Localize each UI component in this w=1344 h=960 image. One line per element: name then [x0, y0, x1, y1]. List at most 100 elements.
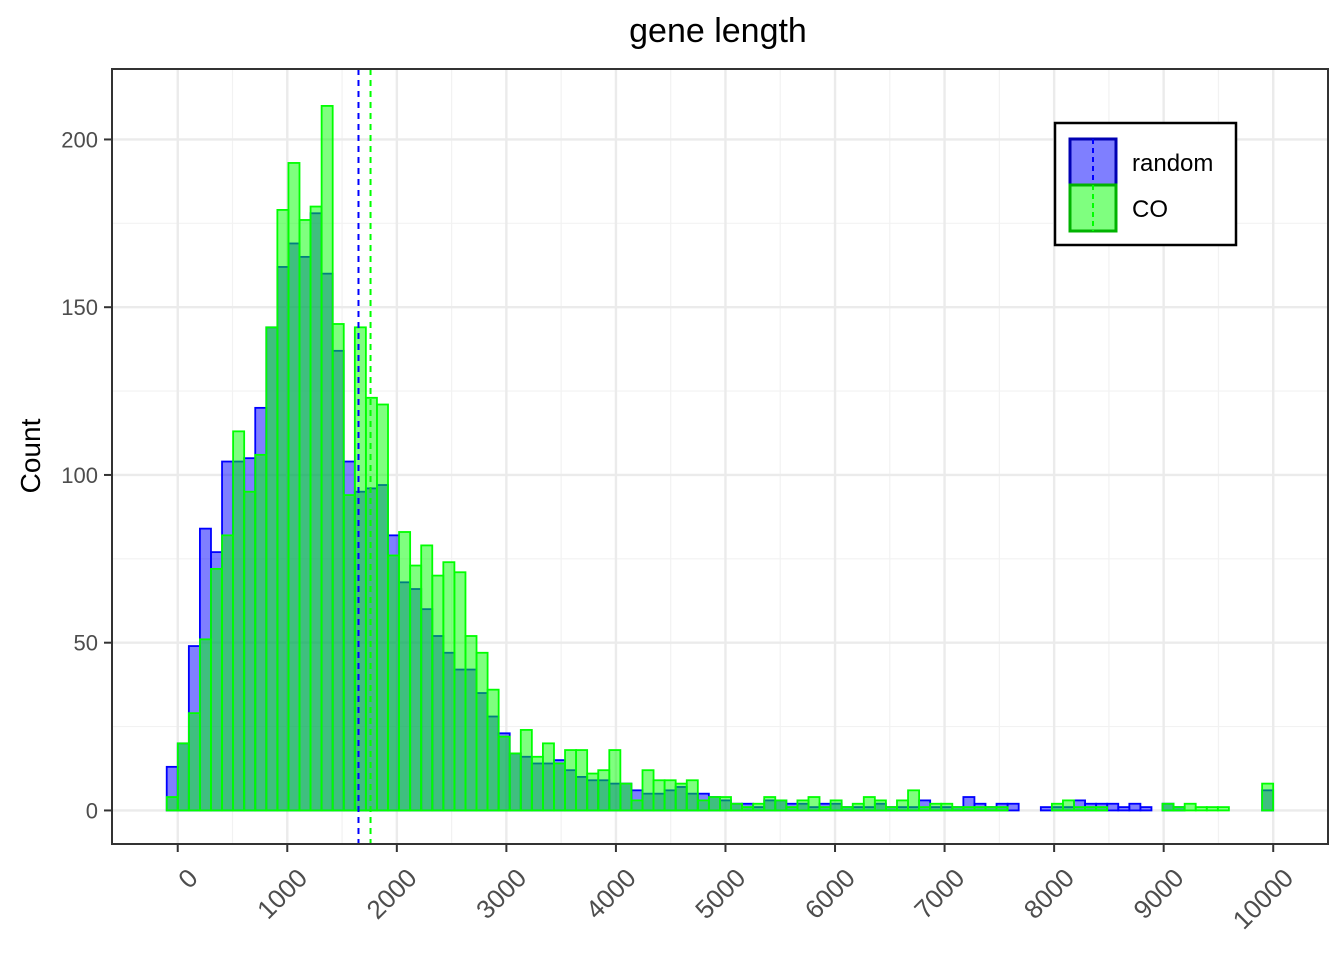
bar-co [221, 534, 235, 812]
bar-co [796, 799, 810, 812]
bar-co [1073, 806, 1086, 812]
bar-co [309, 205, 323, 812]
legend-label-co: CO [1132, 196, 1168, 223]
bar-co [542, 742, 555, 812]
bar-co [907, 789, 921, 812]
bar-co [497, 735, 511, 812]
y-tick-label: 200 [61, 127, 98, 152]
bar-co [929, 802, 943, 812]
bar-random [1117, 806, 1131, 812]
y-tick-label: 150 [61, 295, 98, 320]
bar-co [807, 796, 821, 812]
bar-co [1172, 806, 1186, 812]
bar-co [918, 806, 932, 812]
x-tick-label: 3000 [470, 863, 532, 925]
x-tick-label: 5000 [689, 863, 751, 925]
bar-co [265, 326, 279, 812]
bar-co [1084, 806, 1098, 812]
bar-co [840, 806, 854, 812]
bar-co [741, 806, 755, 812]
bar-co [663, 779, 677, 812]
bar-co [785, 806, 799, 812]
x-tick-label: 1000 [251, 863, 313, 925]
bar-co [298, 219, 312, 812]
x-tick-label: 2000 [361, 863, 423, 925]
bar-random [1106, 802, 1120, 812]
bar-co [187, 712, 201, 812]
y-tick-label: 50 [74, 631, 98, 656]
x-tick-label: 6000 [799, 863, 861, 925]
bar-co [442, 561, 456, 812]
bar-co [409, 564, 423, 812]
bar-co [774, 799, 788, 812]
bar-random [1006, 802, 1020, 812]
bar-co [1183, 802, 1197, 812]
bar-co [995, 806, 1009, 812]
x-tick-label: 7000 [908, 863, 970, 925]
y-tick-label: 0 [86, 798, 98, 823]
bar-co [1062, 799, 1075, 812]
bar-co [641, 769, 655, 812]
bar-co [862, 796, 876, 812]
bar-co [320, 105, 334, 812]
bar-co [376, 403, 389, 812]
bar-co [608, 749, 622, 812]
bar-co [652, 779, 666, 812]
bar-co [597, 769, 611, 812]
x-tick-label: 4000 [580, 863, 642, 925]
bar-co [973, 806, 987, 812]
chart-title: gene length [629, 12, 807, 50]
bar-co [210, 567, 223, 812]
bar-co [851, 802, 865, 812]
bar-co [519, 729, 533, 812]
bar-co [940, 802, 954, 812]
bar-co [508, 752, 522, 812]
bar-co [818, 806, 832, 812]
bar-co [530, 755, 544, 812]
bar-co [752, 802, 766, 812]
x-tick-label: 8000 [1018, 863, 1080, 925]
bar-co [165, 796, 179, 812]
bar-co [829, 799, 843, 812]
bar-co [730, 802, 743, 812]
panel-border [111, 68, 1329, 845]
bar-random [1128, 802, 1142, 812]
bar-co [475, 651, 489, 812]
bar-co [553, 762, 566, 812]
bar-co [1161, 802, 1175, 812]
bar-co [464, 635, 478, 812]
bar-co [1205, 806, 1219, 812]
bar-co [431, 574, 445, 812]
bar-co [353, 326, 367, 812]
bar-co [575, 749, 589, 812]
bar-co [1050, 802, 1064, 812]
bar-co [719, 796, 732, 812]
bar-co [254, 453, 268, 812]
bar-random [1139, 806, 1153, 812]
bar-co [276, 209, 290, 812]
bar-co [896, 799, 909, 812]
y-axis: 0 50 100 150 200 [61, 127, 112, 823]
bar-co [873, 799, 887, 812]
bar-co [232, 430, 246, 812]
y-tick-label: 100 [61, 463, 98, 488]
bar-co [331, 323, 345, 812]
x-tick-label: 0 [172, 863, 203, 894]
bar-co [564, 749, 578, 812]
bar-co [674, 782, 688, 812]
bar-co [586, 772, 600, 812]
bar-co [486, 688, 500, 812]
bar-co [763, 796, 777, 812]
bar-co [984, 806, 998, 812]
bar-co [885, 806, 898, 812]
bar-random [1039, 806, 1053, 812]
bar-co [342, 494, 356, 812]
bar-co [176, 742, 190, 812]
legend-item-co: CO [1068, 183, 1168, 233]
bar-co [951, 806, 965, 812]
x-axis: 0 1000 2000 3000 4000 5000 6000 7000 8000 9000 100… [172, 844, 1299, 935]
bar-co [387, 554, 400, 812]
bar-co [685, 779, 699, 812]
legend: random CO [1053, 121, 1238, 247]
